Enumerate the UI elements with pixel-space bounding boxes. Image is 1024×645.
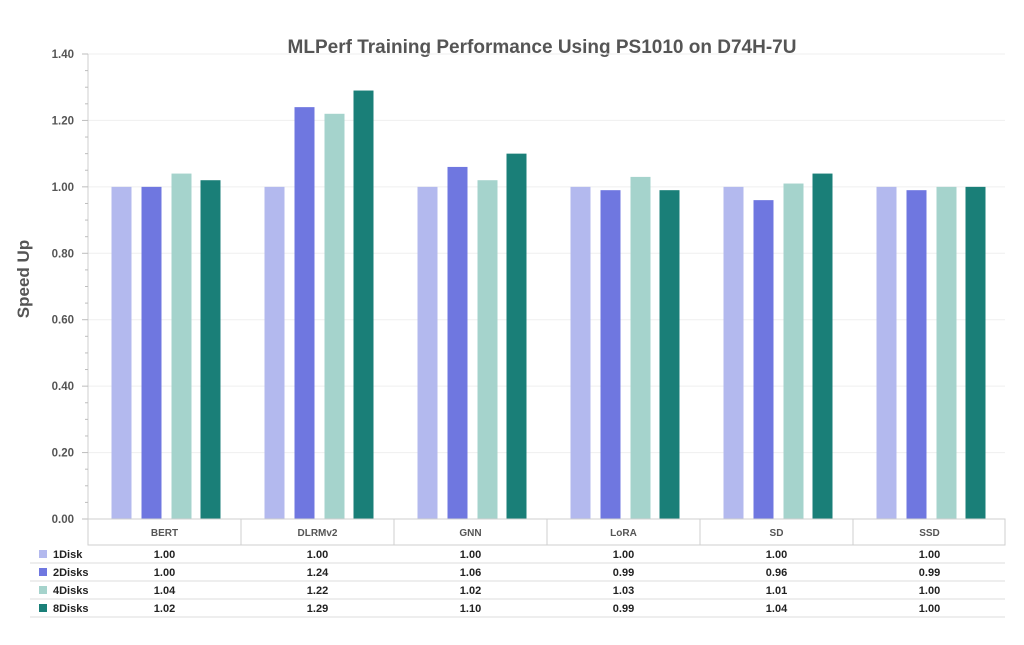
table-cell: 0.96 (766, 567, 787, 579)
bar-4disks-ssd (936, 186, 957, 519)
bar-2disks-lora (600, 190, 621, 519)
legend-swatch-4disks (39, 586, 47, 594)
table-cell: 1.06 (460, 567, 481, 579)
table-cell: 1.00 (919, 585, 940, 597)
bar-2disks-bert (141, 186, 162, 519)
table-cell: 1.04 (766, 603, 788, 615)
table-cell: 1.00 (919, 549, 940, 561)
category-label: DLRMv2 (297, 528, 337, 539)
bar-2disks-dlrmv2 (294, 107, 315, 520)
table-cell: 1.01 (766, 585, 787, 597)
category-label: BERT (151, 528, 178, 539)
category-label: SSD (919, 528, 940, 539)
table-cell: 0.99 (613, 567, 634, 579)
table-cell: 1.29 (307, 603, 328, 615)
table-cell: 1.02 (460, 585, 481, 597)
table-cell: 1.00 (154, 567, 175, 579)
category-label: GNN (459, 528, 481, 539)
category-label: SD (770, 528, 784, 539)
bar-4disks-gnn (477, 180, 498, 519)
bar-1disk-bert (111, 186, 132, 519)
bar-8disks-bert (200, 180, 221, 519)
y-tick-label: 1.00 (52, 182, 74, 194)
y-tick-label: 0.60 (52, 315, 74, 327)
y-axis: 0.00 0.20 0.40 0.60 0.80 1.00 1.20 1.40 (52, 49, 89, 526)
table-cell: 1.00 (307, 549, 328, 561)
legend-label-1disk: 1Disk (53, 549, 83, 561)
bar-1disk-gnn (417, 186, 438, 519)
y-tick-label: 0.40 (52, 381, 74, 393)
table-cell: 0.99 (613, 603, 634, 615)
table-cell: 1.00 (613, 549, 634, 561)
table-cell: 1.02 (154, 603, 175, 615)
table-cell: 1.10 (460, 603, 481, 615)
chart-title: MLPerf Training Performance Using PS1010… (288, 37, 797, 58)
bar-8disks-sd (812, 173, 833, 520)
legend-swatch-1disk (39, 550, 47, 558)
bar-8disks-lora (659, 190, 680, 519)
legend-label-2disks: 2Disks (53, 567, 88, 579)
bar-4disks-sd (783, 183, 804, 520)
y-tick-label: 1.40 (52, 49, 74, 61)
table-cell: 1.22 (307, 585, 328, 597)
category-label: LoRA (610, 528, 637, 539)
bars (111, 90, 986, 520)
bar-8disks-dlrmv2 (353, 90, 374, 520)
legend-label-4disks: 4Disks (53, 585, 88, 597)
table-cell: 1.03 (613, 585, 634, 597)
table-cell: 1.00 (919, 603, 940, 615)
y-tick-label: 1.20 (52, 115, 74, 127)
table-cell: 1.24 (307, 567, 329, 579)
legend-swatch-8disks (39, 604, 47, 612)
table-cell: 0.99 (919, 567, 940, 579)
y-tick-label: 0.20 (52, 448, 74, 460)
bar-4disks-dlrmv2 (324, 113, 345, 520)
legend-swatch-2disks (39, 568, 47, 576)
bar-4disks-bert (171, 173, 192, 520)
bar-1disk-dlrmv2 (264, 186, 285, 519)
table-cell: 1.00 (154, 549, 175, 561)
bar-1disk-sd (723, 186, 744, 519)
bar-8disks-ssd (965, 186, 986, 519)
legend-label-8disks: 8Disks (53, 603, 88, 615)
table-cell: 1.04 (154, 585, 176, 597)
bar-1disk-ssd (876, 186, 897, 519)
y-axis-label: Speed Up (14, 240, 33, 318)
table-cell: 1.00 (460, 549, 481, 561)
bar-2disks-ssd (906, 190, 927, 519)
bar-1disk-lora (570, 186, 591, 519)
data-table: BERT DLRMv2 GNN LoRA SD SSD 1Disk 1.00 1.00 1.00 1… (30, 518, 1006, 618)
bar-4disks-lora (630, 176, 651, 519)
table-cell: 1.00 (766, 549, 787, 561)
bar-8disks-gnn (506, 153, 527, 519)
gridlines (88, 53, 1005, 454)
bar-2disks-sd (753, 200, 774, 519)
bar-2disks-gnn (447, 166, 468, 519)
y-tick-label: 0.80 (52, 248, 74, 260)
y-tick-label: 0.00 (52, 514, 74, 526)
